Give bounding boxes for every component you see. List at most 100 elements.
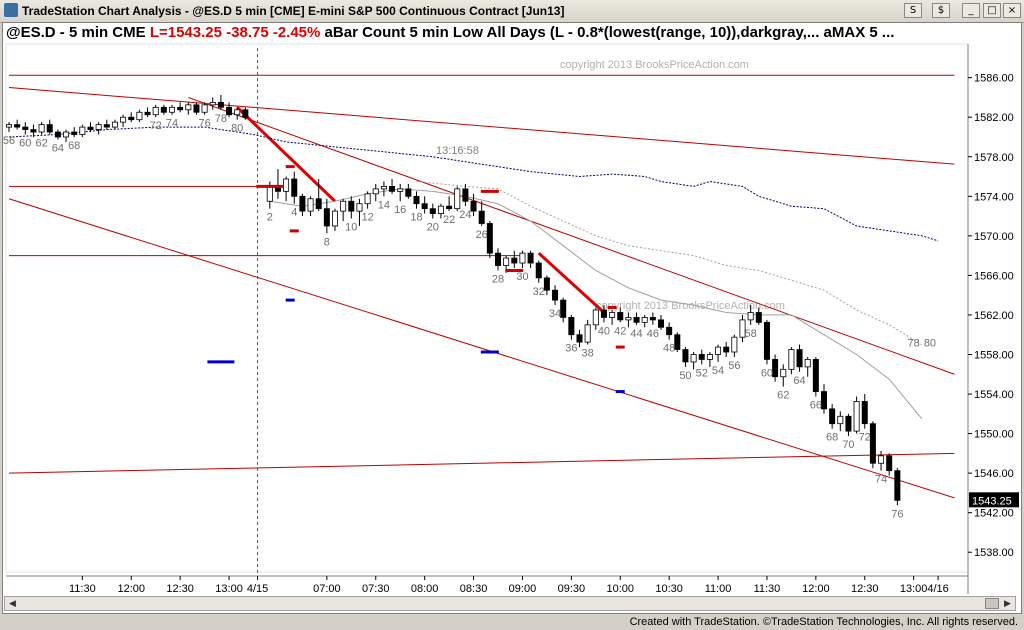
candle-body bbox=[878, 455, 885, 464]
candle-body bbox=[494, 252, 501, 266]
candle-body bbox=[470, 200, 477, 212]
y-tick-label: 1570.00 bbox=[974, 231, 1014, 243]
bar-count-label: 64 bbox=[793, 375, 805, 387]
candle-body bbox=[853, 401, 860, 432]
app-logo-icon bbox=[4, 3, 18, 17]
candle-body bbox=[209, 101, 216, 106]
bar-count-label: 76 bbox=[198, 118, 210, 130]
candle-body bbox=[869, 423, 876, 464]
symbol-label: @ES.D - 5 min CME bbox=[6, 24, 146, 41]
candle-body bbox=[136, 111, 143, 121]
candle-body bbox=[14, 124, 21, 128]
close-button[interactable]: × bbox=[1003, 3, 1021, 18]
candle-body bbox=[397, 188, 404, 192]
candle-body bbox=[79, 126, 86, 135]
bar-count-label: 34 bbox=[549, 308, 561, 320]
bar-count-label: 14 bbox=[378, 199, 390, 211]
chart-header: @ES.D - 5 min CME L=1543.25 -38.75 -2.45… bbox=[6, 24, 894, 41]
symbol-link-button[interactable]: S bbox=[904, 3, 922, 18]
x-tick-label: 13:00 bbox=[215, 583, 243, 595]
candle-body bbox=[609, 312, 616, 318]
x-tick-label: 11:30 bbox=[69, 583, 96, 595]
indicator-label: aBar Count 5 min Low All Days (L - 0.8*(… bbox=[324, 24, 895, 41]
candle-body bbox=[478, 210, 485, 224]
candle-body bbox=[111, 121, 118, 128]
bar-count-label: 60 bbox=[19, 138, 31, 150]
bar-count-label: 30 bbox=[516, 271, 528, 283]
candle-body bbox=[772, 359, 779, 378]
candle-body bbox=[454, 188, 461, 210]
y-tick-label: 1578.00 bbox=[974, 152, 1014, 164]
candle-body bbox=[128, 116, 135, 121]
bar-count-label: 36 bbox=[565, 343, 577, 355]
candle-body bbox=[682, 349, 689, 363]
candle-body bbox=[658, 319, 665, 328]
y-tick-label: 1586.00 bbox=[974, 73, 1014, 85]
scroll-right-icon[interactable]: ▶ bbox=[1004, 598, 1011, 608]
chart-panel[interactable] bbox=[2, 22, 1022, 614]
gray-dashed-band bbox=[416, 181, 923, 346]
candle-body bbox=[715, 346, 722, 355]
blue-moving-average bbox=[8, 126, 939, 242]
bar-count-label: 66 bbox=[810, 400, 822, 412]
x-tick-label: 11:30 bbox=[754, 583, 781, 595]
bar-count-label: 58 bbox=[745, 328, 757, 340]
x-tick-label: 07:00 bbox=[313, 583, 341, 595]
trendline bbox=[8, 198, 955, 499]
candle-body bbox=[674, 334, 681, 350]
bar-count-label: 68 bbox=[826, 432, 838, 444]
candle-body bbox=[226, 106, 233, 116]
candle-body bbox=[519, 252, 526, 264]
candle-body bbox=[747, 312, 754, 321]
bar-count-label: 74 bbox=[875, 474, 887, 486]
candle-body bbox=[201, 104, 208, 113]
candle-body bbox=[763, 321, 770, 360]
x-tick-label: 12:30 bbox=[851, 583, 879, 595]
x-tick-label: 10:30 bbox=[655, 583, 683, 595]
bar-count-label: 26 bbox=[476, 229, 488, 241]
bar-count-label: 70 bbox=[842, 439, 854, 451]
candle-body bbox=[177, 106, 184, 111]
candle-body bbox=[71, 131, 78, 135]
trendline bbox=[8, 87, 955, 165]
bar-count-label: 40 bbox=[598, 325, 610, 337]
candle-body bbox=[780, 368, 787, 378]
scroll-left-icon[interactable]: ◀ bbox=[9, 598, 16, 608]
candle-body bbox=[837, 415, 844, 425]
candle-body bbox=[641, 317, 648, 323]
trendline bbox=[188, 96, 955, 375]
candle-body bbox=[168, 106, 175, 113]
dollar-button[interactable]: $ bbox=[932, 3, 950, 18]
candle-body bbox=[95, 124, 102, 130]
x-tick-label: 4/15 bbox=[247, 583, 268, 595]
bar-count-label: 76 bbox=[891, 508, 903, 520]
candle-body bbox=[731, 336, 738, 353]
horizontal-scrollbar[interactable]: ◀ ▶ bbox=[4, 596, 1016, 611]
bar-count-label: 46 bbox=[647, 328, 659, 340]
candle-body bbox=[894, 470, 901, 501]
candle-body bbox=[389, 186, 396, 192]
bar-count-label: 80 bbox=[231, 123, 243, 135]
watermark-text: copyright 2013 BrooksPriceAction.com bbox=[560, 59, 749, 71]
bar-count-label: 50 bbox=[679, 370, 691, 382]
candle-body bbox=[576, 334, 583, 343]
candle-body bbox=[568, 317, 575, 336]
candle-body bbox=[666, 326, 673, 336]
scroll-thumb[interactable] bbox=[985, 598, 999, 609]
bar-count-label: 72 bbox=[859, 432, 871, 444]
bar-count-label: 60 bbox=[761, 367, 773, 379]
minimize-button[interactable]: _ bbox=[962, 3, 980, 18]
bar-count-label: 74 bbox=[166, 118, 178, 130]
candle-body bbox=[380, 186, 387, 190]
bar-count-label: 16 bbox=[394, 204, 406, 216]
candle-body bbox=[46, 124, 53, 133]
maximize-button[interactable]: □ bbox=[983, 3, 1001, 18]
last-price-label: 1543.25 bbox=[972, 495, 1012, 507]
candle-body bbox=[299, 195, 306, 212]
time-annotation: 13:16:58 bbox=[436, 145, 479, 157]
candle-body bbox=[234, 109, 241, 116]
bar-count-label: 10 bbox=[345, 222, 357, 234]
bar-count-label: 62 bbox=[777, 390, 789, 402]
x-tick-label: 07:30 bbox=[362, 583, 390, 595]
